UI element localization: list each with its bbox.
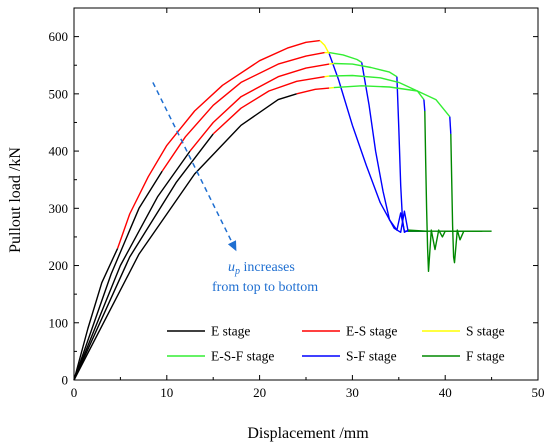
series-4-e-s-f-segment bbox=[329, 74, 425, 101]
series-2-e-s-segment bbox=[161, 51, 325, 172]
series-1-s-f-segment bbox=[328, 53, 427, 233]
legend-item-f: F stage bbox=[422, 349, 505, 364]
series-2-e-s-f-segment bbox=[329, 51, 363, 63]
series-4-s-segment bbox=[324, 75, 330, 78]
series-5-f-segment bbox=[450, 133, 483, 264]
legend-label: S stage bbox=[466, 324, 505, 339]
series-2-e-segment bbox=[73, 170, 163, 381]
x-tick-label: 20 bbox=[253, 385, 266, 400]
series-5 bbox=[73, 85, 483, 381]
legend-item-s-f: S-F stage bbox=[302, 349, 397, 364]
series-1-s-segment bbox=[319, 40, 330, 55]
series-4-s-f-segment bbox=[423, 99, 426, 112]
annotation-arrow-line bbox=[152, 82, 238, 252]
annotation-arrow-head bbox=[227, 240, 237, 252]
y-tick-label: 400 bbox=[49, 144, 69, 159]
legend: E stage E-S stage S stage E-S-F stage S-F st… bbox=[167, 324, 505, 364]
series-5-s-f-segment bbox=[449, 116, 452, 134]
series-5-s-segment bbox=[329, 86, 334, 89]
x-tick-label: 0 bbox=[71, 385, 78, 400]
annotation-sub: p bbox=[234, 266, 240, 277]
annotation-line-2: from top to bottom bbox=[212, 280, 318, 295]
series-3-s-f-segment bbox=[396, 76, 409, 233]
series-5-e-segment bbox=[73, 93, 297, 381]
series-5-e-s-f-segment bbox=[333, 85, 451, 118]
annotation-rest: increases bbox=[240, 260, 295, 275]
legend-item-e-s-f: E-S-F stage bbox=[167, 349, 274, 364]
series-3-e-s-segment bbox=[189, 63, 330, 152]
annotation-line-1: up increases bbox=[228, 260, 295, 277]
y-tick-label: 200 bbox=[49, 258, 69, 273]
legend-item-e-s: E-S stage bbox=[302, 324, 397, 339]
legend-label: E-S-F stage bbox=[211, 349, 274, 364]
legend-label: E-S stage bbox=[346, 324, 397, 339]
legend-label: F stage bbox=[466, 349, 505, 364]
annotation: up increases from top to bottom bbox=[152, 82, 318, 295]
series-4-f-segment bbox=[424, 110, 464, 272]
x-axis-title: Displacement /mm bbox=[247, 425, 369, 442]
series-4-e-segment bbox=[73, 133, 214, 381]
x-tick-label: 40 bbox=[439, 385, 452, 400]
series-3-e-segment bbox=[73, 150, 191, 381]
legend-label: E stage bbox=[211, 324, 250, 339]
series-3-e-s-f-segment bbox=[333, 62, 398, 78]
legend-item-e: E stage bbox=[167, 324, 250, 339]
y-tick-label: 100 bbox=[49, 315, 69, 330]
series-3 bbox=[73, 62, 427, 381]
series-3-f-segment bbox=[408, 229, 427, 232]
annotation-var: u bbox=[228, 260, 235, 275]
x-tick-label: 10 bbox=[160, 385, 173, 400]
series-layer bbox=[73, 39, 492, 381]
series-1-e-s-segment bbox=[116, 39, 320, 249]
y-tick-label: 500 bbox=[49, 86, 69, 101]
series-4 bbox=[73, 74, 464, 381]
legend-label: S-F stage bbox=[346, 349, 397, 364]
y-tick-label: 600 bbox=[49, 29, 69, 44]
series-1-e-segment bbox=[73, 248, 119, 381]
y-tick-label: 0 bbox=[62, 373, 69, 388]
legend-item-s: S stage bbox=[422, 324, 505, 339]
series-1 bbox=[73, 39, 492, 381]
y-axis-title: Pullout load /kN bbox=[7, 147, 24, 253]
series-4-e-s-segment bbox=[212, 76, 325, 135]
y-tick-label: 300 bbox=[49, 201, 69, 216]
series-5-e-s-segment bbox=[296, 87, 330, 95]
series-3-s-segment bbox=[329, 62, 334, 65]
x-tick-label: 50 bbox=[532, 385, 545, 400]
x-tick-label: 30 bbox=[346, 385, 359, 400]
